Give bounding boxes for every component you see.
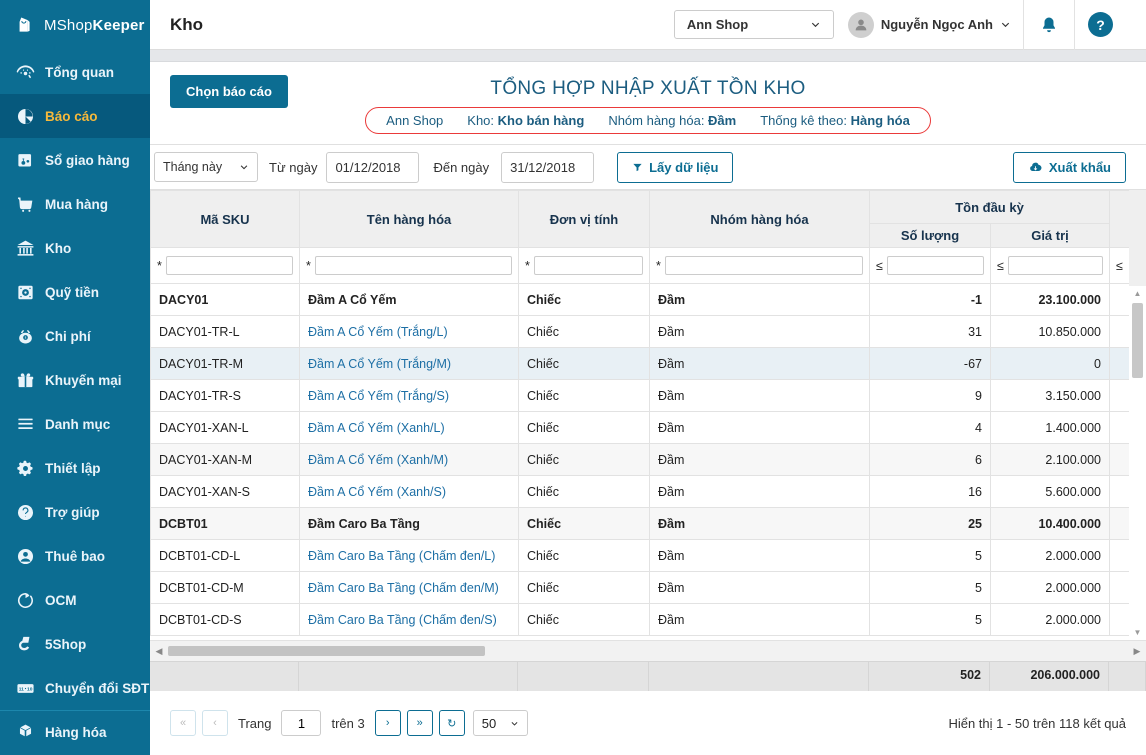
svg-text:10: 10 — [27, 686, 33, 692]
svg-text:11: 11 — [19, 686, 24, 692]
